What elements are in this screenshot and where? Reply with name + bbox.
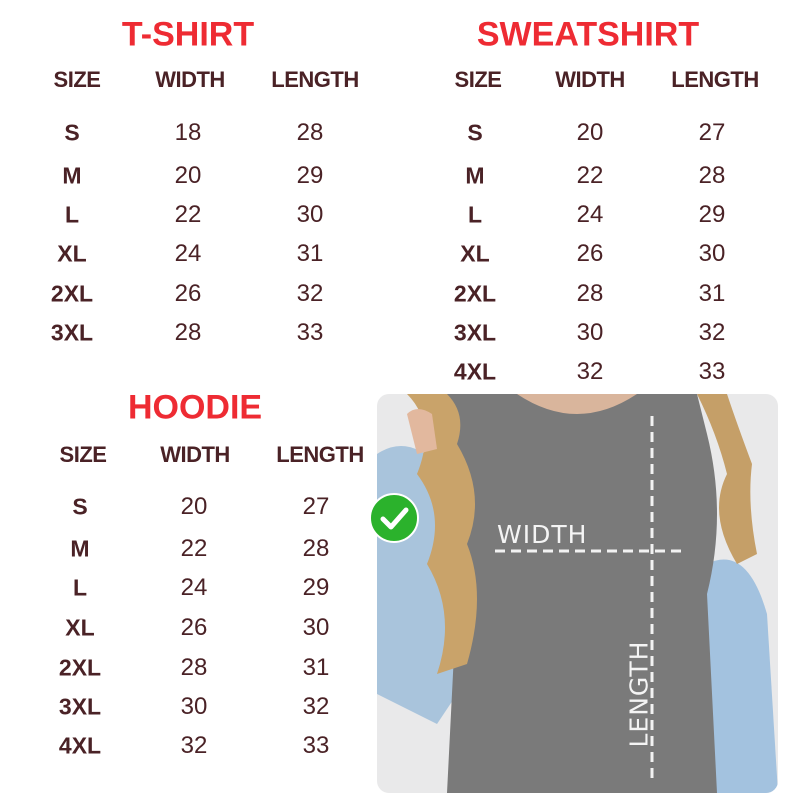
sweatshirt-row-length: 29	[698, 201, 726, 228]
hoodie-row-size: M	[70, 535, 90, 562]
hoodie-row-size: 2XL	[58, 654, 102, 681]
sweatshirt-header-length: LENGTH	[671, 67, 759, 92]
hoodie-row-length: 29	[302, 574, 330, 601]
hoodie-row-length: 33	[302, 732, 330, 759]
length-label: LENGTH	[624, 640, 654, 748]
tshirt-row-size: 3XL	[50, 319, 94, 346]
garment-measurement-photo: WIDTH LENGTH	[377, 394, 778, 793]
tshirt-row-width: 18	[174, 119, 202, 146]
measurement-guides	[495, 416, 682, 779]
hoodie-row-width: 22	[180, 535, 208, 562]
sweatshirt-row-size: XL	[460, 240, 490, 267]
tshirt-row-width: 26	[174, 280, 202, 307]
sweatshirt-row-length: 30	[698, 240, 726, 267]
tshirt-row-size: L	[64, 201, 80, 228]
sweatshirt-row-length: 28	[698, 162, 726, 189]
sweatshirt-row-size: 3XL	[453, 319, 497, 346]
hoodie-row-width: 32	[180, 732, 208, 759]
tshirt-row-size: XL	[57, 240, 87, 267]
sweatshirt-title: SWEATSHIRT	[476, 15, 700, 54]
tshirt-row-size: M	[62, 162, 82, 189]
tshirt-row-length: 30	[296, 201, 324, 228]
tshirt-row-width: 22	[174, 201, 202, 228]
sweatshirt-row-length: 33	[698, 358, 726, 385]
tshirt-header-size: SIZE	[53, 67, 101, 92]
hoodie-row-size: 4XL	[58, 732, 102, 759]
width-label: WIDTH	[497, 520, 588, 549]
hoodie-row-size: S	[72, 493, 88, 520]
hoodie-row-length: 30	[302, 614, 330, 641]
sweatshirt-row-width: 28	[576, 280, 604, 307]
hoodie-row-length: 32	[302, 693, 330, 720]
sweatshirt-row-length: 32	[698, 319, 726, 346]
sweatshirt-row-width: 22	[576, 162, 604, 189]
tshirt-row-size: 2XL	[50, 280, 94, 307]
tshirt-header-length: LENGTH	[271, 67, 359, 92]
hoodie-row-length: 28	[302, 535, 330, 562]
hoodie-row-width: 30	[180, 693, 208, 720]
sweatshirt-row-size: S	[467, 119, 483, 146]
tshirt-row-size: S	[64, 119, 80, 146]
sweatshirt-header-size: SIZE	[454, 67, 502, 92]
tshirt-row-length: 28	[296, 119, 324, 146]
tshirt-header-width: WIDTH	[155, 67, 225, 92]
tshirt-row-width: 24	[174, 240, 202, 267]
sweatshirt-row-width: 20	[576, 119, 604, 146]
hoodie-row-size: XL	[65, 614, 95, 641]
sweatshirt-row-size: 4XL	[453, 358, 497, 385]
hoodie-row-size: L	[72, 574, 88, 601]
sweatshirt-row-width: 32	[576, 358, 604, 385]
tshirt-row-width: 20	[174, 162, 202, 189]
sweatshirt-row-width: 26	[576, 240, 604, 267]
sweatshirt-row-length: 31	[698, 280, 726, 307]
hoodie-header-size: SIZE	[59, 442, 107, 467]
tshirt-row-length: 31	[296, 240, 324, 267]
hoodie-row-width: 20	[180, 493, 208, 520]
tshirt-row-length: 29	[296, 162, 324, 189]
hoodie-row-width: 24	[180, 574, 208, 601]
sweatshirt-header-width: WIDTH	[555, 67, 625, 92]
hoodie-title: HOODIE	[127, 388, 263, 427]
sweatshirt-row-width: 30	[576, 319, 604, 346]
tshirt-row-width: 28	[174, 319, 202, 346]
sweatshirt-row-width: 24	[576, 201, 604, 228]
check-circle-icon	[369, 493, 419, 543]
hoodie-row-length: 31	[302, 654, 330, 681]
hoodie-row-width: 26	[180, 614, 208, 641]
sweatshirt-row-size: 2XL	[453, 280, 497, 307]
sweatshirt-row-size: M	[465, 162, 485, 189]
sweatshirt-row-size: L	[467, 201, 483, 228]
hoodie-header-width: WIDTH	[160, 442, 230, 467]
hoodie-row-length: 27	[302, 493, 330, 520]
hoodie-row-size: 3XL	[58, 693, 102, 720]
hoodie-row-width: 28	[180, 654, 208, 681]
tshirt-row-length: 33	[296, 319, 324, 346]
tshirt-title: T-SHIRT	[121, 15, 255, 54]
sweatshirt-row-length: 27	[698, 119, 726, 146]
hoodie-header-length: LENGTH	[276, 442, 364, 467]
tshirt-row-length: 32	[296, 280, 324, 307]
